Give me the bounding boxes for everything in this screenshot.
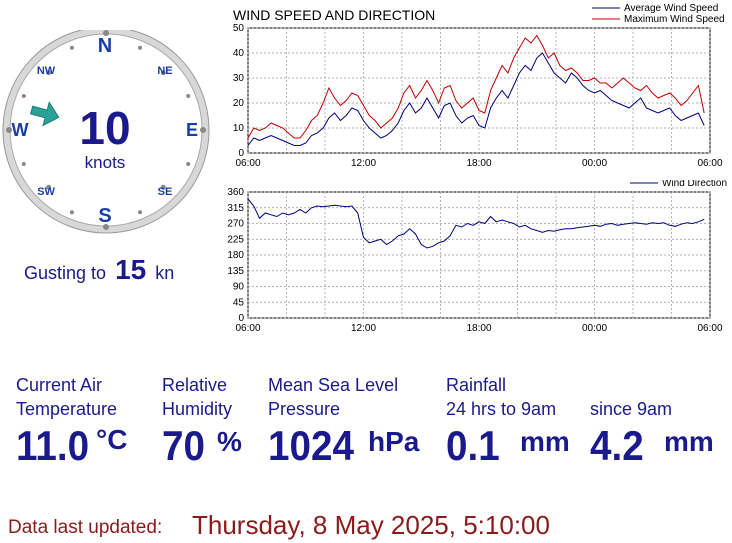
y-tick-label: 270 [227, 219, 244, 230]
temp-label-line2: Temperature [16, 399, 118, 419]
compass-dot [103, 224, 109, 230]
rainfall-label: Rainfall [446, 375, 507, 395]
series-line-wind-direction [247, 198, 705, 249]
x-tick-label: 06:00 [235, 158, 260, 169]
y-tick-label: 0 [238, 148, 244, 159]
compass-label-n: N [98, 35, 112, 57]
x-tick-label: 18:00 [466, 158, 491, 169]
y-tick-label: 180 [227, 250, 244, 261]
compass-dot [138, 45, 143, 50]
wind-speed-unit: knots [85, 153, 126, 172]
humidity-unit: % [217, 426, 242, 457]
y-tick-label: 20 [233, 98, 245, 109]
y-tick-label: 45 [233, 297, 245, 308]
x-tick-label: 00:00 [582, 158, 607, 169]
pressure-unit: hPa [368, 426, 420, 457]
chart-title: WIND SPEED AND DIRECTION [233, 7, 435, 23]
x-tick-label: 00:00 [582, 323, 607, 334]
last-updated-value: Thursday, 8 May 2025, 5:10:00 [192, 510, 550, 540]
temp-unit: °C [96, 424, 128, 455]
rainfall-24h-label: 24 hrs to 9am [446, 399, 557, 419]
x-tick-label: 06:00 [697, 323, 722, 334]
compass-dot [6, 127, 12, 133]
gust-value: 15 [115, 254, 147, 285]
x-tick-label: 12:00 [351, 323, 376, 334]
compass-dot [160, 70, 166, 76]
wind-speed-value: 10 [79, 102, 130, 154]
series-line-maximum-wind-speed [247, 34, 705, 139]
series-line-average-wind-speed [247, 52, 705, 146]
compass-dot [69, 45, 74, 50]
y-tick-label: 360 [227, 187, 244, 198]
compass-label-sw: SW [37, 186, 55, 198]
compass-tick-dots [6, 30, 206, 230]
grid-lines [247, 27, 711, 154]
wind-compass: N NE E SE S SW W NW 10 knots [2, 30, 210, 234]
temp-label-line1: Current Air [16, 375, 103, 395]
compass-dot [186, 93, 191, 98]
y-tick-label: 40 [233, 48, 245, 59]
x-tick-label: 06:00 [697, 158, 722, 169]
rainfall-since9-unit: mm [664, 426, 714, 457]
compass-dot [46, 70, 52, 76]
x-tick-label: 06:00 [235, 323, 260, 334]
compass-dot [21, 162, 26, 167]
compass-label-nw: NW [37, 65, 56, 77]
compass-label-s: S [98, 205, 111, 227]
pressure-value: 1024 [268, 422, 354, 469]
y-tick-label: 30 [233, 73, 245, 84]
gust-prefix: Gusting to [24, 263, 107, 283]
rainfall-since9-label: since 9am [590, 399, 673, 419]
pressure-label-line2: Pressure [268, 399, 341, 419]
humidity-value: 70 [162, 422, 205, 469]
y-tick-label: 50 [233, 23, 245, 34]
compass-dot [69, 210, 74, 215]
temp-value: 11.0 [16, 422, 90, 469]
wind-direction-chart: 0 45 90 135 180 225 270 315 360 06:00 12:00 18:00 00… [227, 180, 727, 334]
humidity-label-line1: Relative [162, 375, 228, 395]
y-tick-label: 0 [238, 313, 244, 324]
compass-dot [186, 162, 191, 167]
compass-label-se: SE [158, 186, 173, 198]
compass-label-ne: NE [157, 65, 172, 77]
compass-dot [200, 127, 206, 133]
compass-dot [46, 184, 52, 190]
compass-dot [103, 30, 109, 36]
y-tick-label: 315 [227, 203, 244, 214]
wind-speed-chart: 0 10 20 30 40 50 06:00 12:00 18:00 00:00 06:00 Aver… [233, 3, 725, 169]
rainfall-24h-value: 0.1 [446, 422, 500, 469]
x-tick-label: 18:00 [466, 323, 491, 334]
gust-readout: Gusting to 15 kn [24, 254, 174, 286]
y-tick-label: 225 [227, 234, 244, 245]
humidity-label-line2: Humidity [162, 399, 233, 419]
compass-dot [21, 93, 26, 98]
y-tick-label: 135 [227, 266, 244, 277]
compass-label-w: W [12, 120, 29, 140]
legend-label: Wind Direction [662, 180, 727, 189]
wind-direction-arrow-icon [29, 101, 60, 127]
y-tick-label: 10 [233, 123, 245, 134]
legend-label: Average Wind Speed [624, 3, 718, 14]
gust-unit: kn [155, 263, 175, 283]
y-tick-label: 90 [233, 282, 245, 293]
last-updated-label: Data last updated: [8, 517, 163, 538]
rainfall-since9-value: 4.2 [590, 422, 644, 469]
pressure-label-line1: Mean Sea Level [268, 375, 399, 395]
compass-label-e: E [186, 120, 198, 140]
rainfall-24h-unit: mm [520, 426, 570, 457]
compass-dot [138, 210, 143, 215]
legend-label: Maximum Wind Speed [624, 14, 725, 25]
compass-dot [160, 184, 166, 190]
x-tick-label: 12:00 [351, 158, 376, 169]
